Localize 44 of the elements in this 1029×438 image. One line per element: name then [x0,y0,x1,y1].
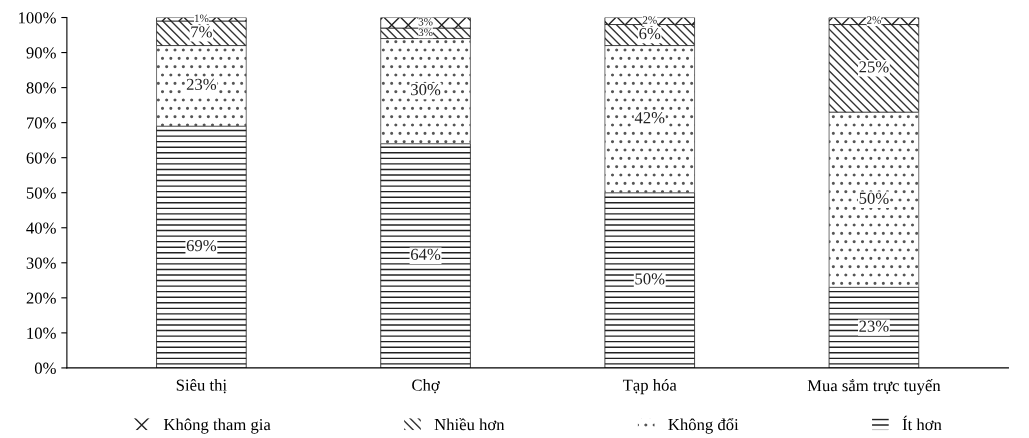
data-label: 23% [186,78,217,91]
y-tick-label: 50% [26,187,56,199]
data-label: 2% [642,16,657,24]
y-tick-label: 0% [34,362,56,374]
legend-label: Không đổi [668,417,739,434]
data-label: 64% [411,248,441,261]
bar [604,45,695,194]
y-tick-label: 100% [19,12,56,24]
data-label: 1% [194,14,209,23]
data-label: 25% [859,61,889,73]
x-tick-label: Siêu thị [176,379,227,394]
x-tick-label: Mua sắm trực tuyến [807,379,941,395]
y-tick-label: 40% [26,222,56,234]
legend-label: Nhiều hơn [434,417,505,431]
y-tick-label: 80% [26,82,56,94]
data-label: 2% [867,16,881,24]
y-tick-label: 10% [27,327,56,339]
data-label: 50% [635,273,665,285]
data-label: 3% [418,18,433,26]
legend-label: Ít hơn [902,415,942,431]
y-tick-label: 70% [27,117,56,129]
y-tick-label: 90% [26,47,56,59]
bar [380,143,471,368]
data-label: 7% [191,26,212,38]
x-tick-label: Tạp hóa [622,379,677,395]
data-label: 50% [859,192,889,204]
bar [156,125,247,368]
data-label: 42% [634,112,665,124]
data-label: 23% [859,320,889,332]
bar [604,192,695,368]
y-tick-label: 30% [26,257,56,269]
data-label: 69% [186,239,217,252]
legend-label: Không tham gia [163,418,271,434]
data-label: 30% [411,84,441,96]
x-tick-label: Chợ [412,379,440,394]
bar [156,45,247,127]
bar [380,38,471,145]
bar [828,111,920,288]
y-tick-label: 60% [26,152,56,164]
data-label: 6% [639,27,661,40]
y-tick-label: 20% [26,292,56,304]
bar [828,286,920,368]
bar [828,24,920,113]
data-label: 3% [418,28,433,37]
